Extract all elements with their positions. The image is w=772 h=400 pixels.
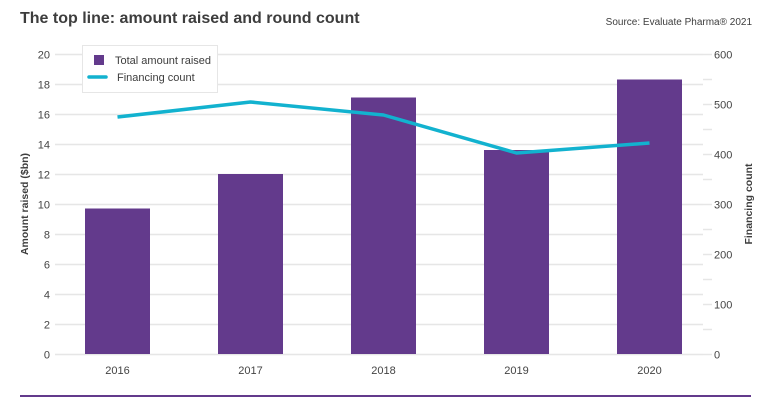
bar-2020 (617, 79, 682, 354)
y-tick-label: 2 (44, 320, 50, 332)
bar-2018 (351, 97, 416, 354)
bars (85, 79, 682, 354)
legend-bar-swatch (94, 55, 104, 65)
x-tick-label: 2020 (637, 365, 661, 377)
x-tick-label: 2017 (238, 365, 262, 377)
bottom-rule (20, 395, 751, 397)
source-note: Source: Evaluate Pharma® 2021 (605, 17, 752, 28)
y2-tick-label: 200 (714, 250, 732, 262)
legend: Total amount raised Financing count (82, 45, 218, 93)
right-axis-ticks (703, 53, 712, 356)
bar-2019 (484, 150, 549, 354)
left-axis-title: Amount raised ($bn) (19, 153, 31, 255)
y-tick-label: 6 (44, 260, 50, 272)
x-axis-labels: 2016 2017 2018 2019 2020 (105, 365, 661, 377)
y2-tick-label: 400 (714, 150, 732, 162)
y2-tick-label: 600 (714, 50, 732, 62)
y-tick-label: 18 (38, 80, 50, 92)
y2-tick-label: 0 (714, 350, 720, 362)
right-axis-labels: 0 100 200 300 400 500 600 (714, 50, 732, 362)
y-tick-label: 0 (44, 350, 50, 362)
y2-tick-label: 300 (714, 200, 732, 212)
x-tick-label: 2019 (504, 365, 528, 377)
bar-2016 (85, 208, 150, 354)
y-tick-label: 12 (38, 170, 50, 182)
legend-bar-label: Total amount raised (115, 55, 211, 67)
left-axis-labels: 0 2 4 6 8 10 12 14 16 18 20 (38, 50, 50, 362)
financing-line-layer (117, 100, 650, 155)
y-tick-label: 14 (38, 140, 50, 152)
x-tick-label: 2018 (371, 365, 395, 377)
y-tick-label: 20 (38, 50, 50, 62)
legend-box (82, 45, 218, 93)
bar-2017 (218, 174, 283, 354)
y2-tick-label: 100 (714, 300, 732, 312)
y-tick-label: 16 (38, 110, 50, 122)
y-tick-label: 4 (44, 290, 50, 302)
y2-tick-label: 500 (714, 100, 732, 112)
y-tick-label: 10 (38, 200, 50, 212)
y-tick-label: 8 (44, 230, 50, 242)
right-axis-title: Financing count (743, 163, 755, 245)
legend-line-label: Financing count (117, 72, 195, 84)
chart-title: The top line: amount raised and round co… (20, 10, 360, 27)
x-tick-label: 2016 (105, 365, 129, 377)
